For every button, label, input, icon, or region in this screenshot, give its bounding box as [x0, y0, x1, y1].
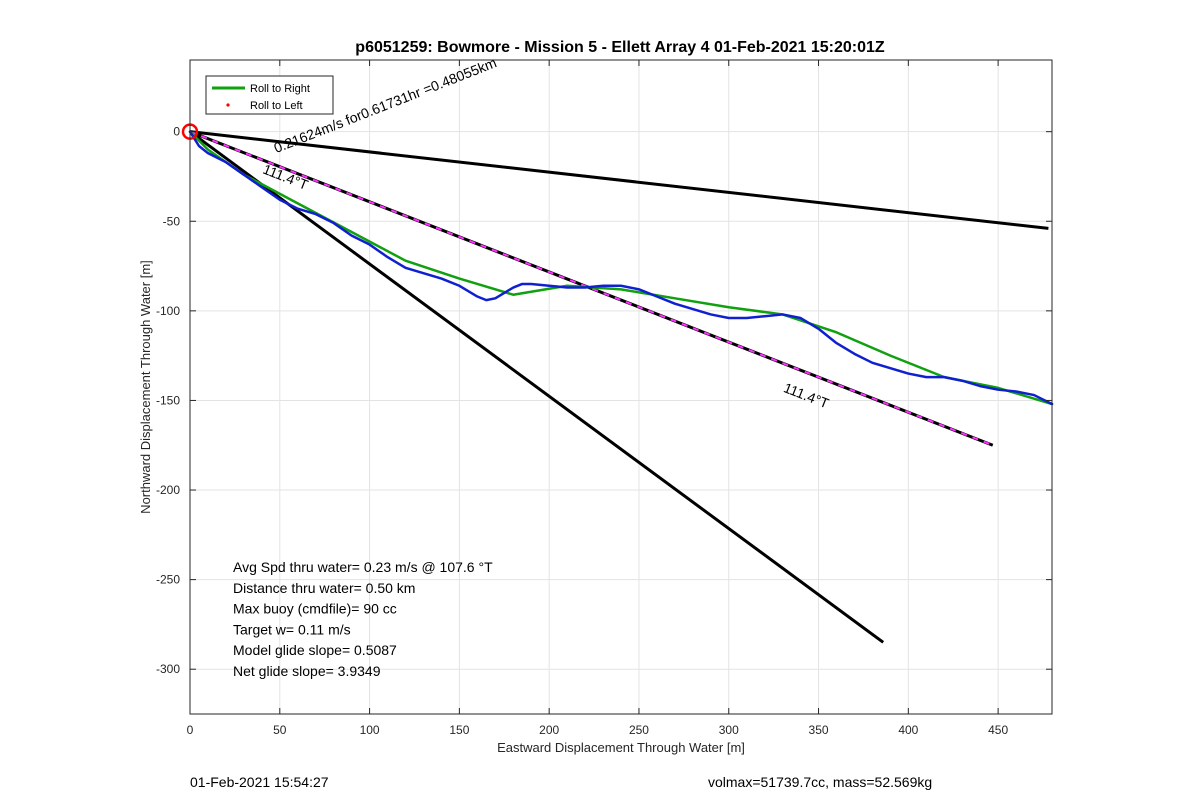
y-tick-label: -200: [156, 483, 180, 497]
legend: Roll to Right Roll to Left: [205, 75, 334, 115]
reference-line-0: [189, 130, 1049, 230]
stats-line-2: Max buoy (cmdfile)= 90 cc: [233, 601, 397, 617]
stats-line-3: Target w= 0.11 m/s: [233, 621, 351, 637]
legend-box: [205, 75, 334, 115]
x-tick-label: 450: [988, 723, 1008, 737]
y-tick-label: -250: [156, 573, 180, 587]
x-tick-label: 200: [539, 723, 559, 737]
chart-title: p6051259: Bowmore - Mission 5 - Ellett A…: [355, 39, 885, 56]
x-axis-label: Eastward Displacement Through Water [m]: [497, 740, 745, 755]
footer-volmax-mass: volmax=51739.7cc, mass=52.569kg: [708, 774, 933, 790]
x-tick-label: 350: [809, 723, 829, 737]
y-tick-label: -50: [163, 214, 181, 228]
x-tick-label: 300: [719, 723, 739, 737]
x-tick-label: 150: [449, 723, 469, 737]
x-tick-label: 50: [273, 723, 287, 737]
y-tick-label: -150: [156, 393, 180, 407]
stats-line-0: Avg Spd thru water= 0.23 m/s @ 107.6 °T: [233, 559, 493, 575]
x-tick-label: 0: [187, 723, 194, 737]
x-tick-label: 100: [360, 723, 380, 737]
y-tick-label: -300: [156, 662, 180, 676]
reference-line-1: [189, 130, 885, 644]
stats-line-5: Net glide slope= 3.9349: [233, 663, 381, 679]
x-tick-label: 250: [629, 723, 649, 737]
stats-line-4: Model glide slope= 0.5087: [233, 642, 397, 658]
axis-ticks: 0 50 100 150 200 250 300 350 400 450 0 -50 -100 -150 -…: [156, 60, 1052, 737]
stats-text: Avg Spd thru water= 0.23 m/s @ 107.6 °T D…: [233, 559, 493, 679]
legend-label-1: Roll to Left: [250, 100, 303, 112]
plot-frame: [189, 59, 1053, 715]
x-tick-label: 400: [898, 723, 918, 737]
y-axis-label: Northward Displacement Through Water [m]: [138, 260, 153, 514]
y-tick-label: 0: [173, 125, 180, 139]
stats-line-1: Distance thru water= 0.50 km: [233, 580, 415, 596]
series-line-1: [188, 130, 1054, 406]
legend-label-0: Roll to Right: [250, 83, 310, 95]
footer-timestamp: 01-Feb-2021 15:54:27: [190, 774, 329, 790]
plot-area: 0.21624m/s for0.61731hr =0.48055km111.4°…: [156, 54, 1054, 737]
legend-swatch-1: [226, 103, 230, 107]
y-tick-label: -100: [156, 304, 180, 318]
